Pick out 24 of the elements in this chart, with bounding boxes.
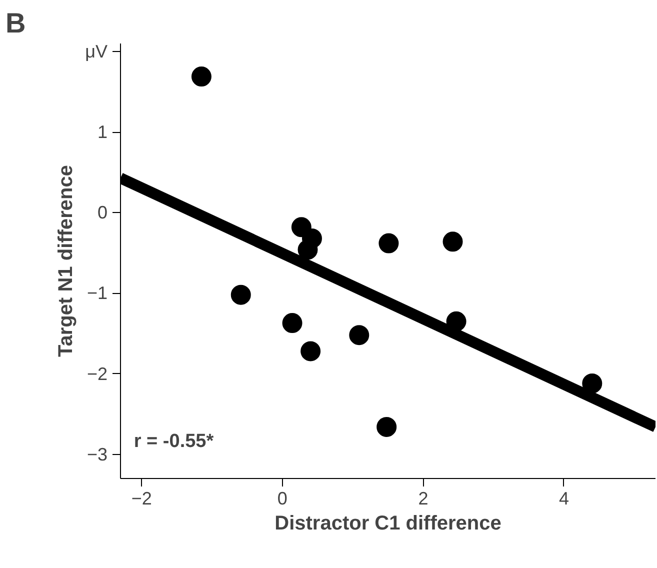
point: [191, 66, 212, 87]
point: [582, 373, 602, 394]
annotation: r = -0.55*: [134, 431, 214, 452]
y-tick-label: 0: [97, 202, 108, 223]
y-tick-label: μV: [85, 42, 108, 62]
y-tick-label: −1: [86, 283, 108, 304]
x-tick-label: 4: [558, 488, 569, 508]
point: [230, 284, 251, 305]
y-tick-label: −3: [86, 444, 108, 464]
point: [378, 233, 399, 254]
x-axis-title: Distractor C1 difference: [274, 512, 502, 534]
point: [300, 341, 321, 362]
point: [376, 416, 397, 437]
point: [349, 325, 370, 346]
x-tick-label: 2: [418, 488, 428, 508]
x-tick-label: 0: [277, 488, 288, 508]
y-tick-label: 1: [97, 122, 108, 142]
y-axis-title: Target N1 difference: [55, 165, 78, 357]
point: [302, 228, 322, 248]
chart-title: B: [6, 8, 26, 38]
y-tick-label: −2: [86, 364, 108, 384]
x-tick-label: −2: [131, 488, 152, 508]
point: [282, 313, 302, 334]
point: [442, 232, 463, 252]
